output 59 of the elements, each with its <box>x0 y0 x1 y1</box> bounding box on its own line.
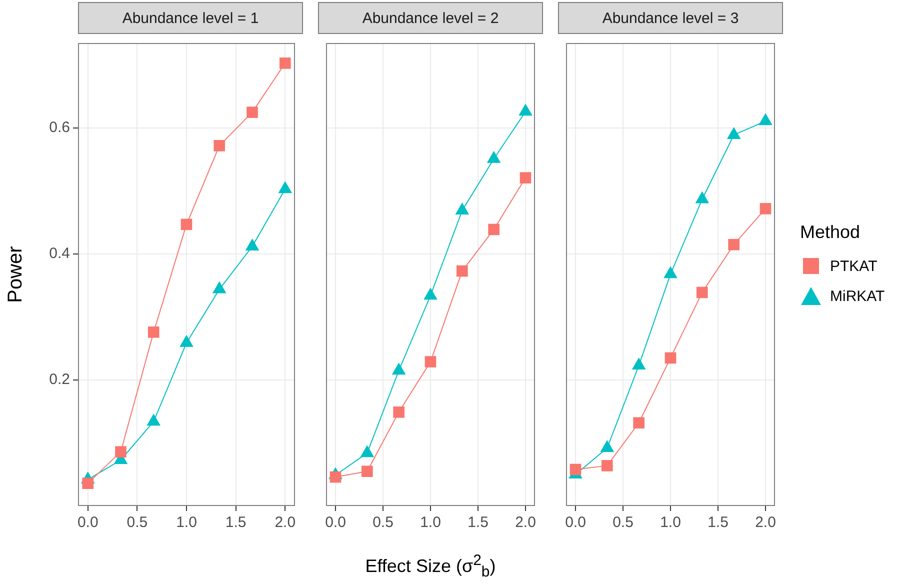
point <box>695 191 710 204</box>
x-tick-label: 2.0 <box>274 514 296 532</box>
point <box>330 471 342 483</box>
y-axis-title: Power <box>4 246 27 303</box>
legend-title: Method <box>800 222 862 243</box>
point <box>180 334 194 347</box>
x-tick-label: 1.0 <box>660 514 681 532</box>
point <box>520 172 532 184</box>
x-tick-label: 0.0 <box>565 514 586 532</box>
point <box>148 326 160 338</box>
point <box>424 288 438 300</box>
y-tick-label: 0.4 <box>49 245 70 262</box>
x-tick-label: 2.0 <box>755 514 776 532</box>
x-tick-label: 0.0 <box>325 514 346 532</box>
x-tick-label: 1.5 <box>708 514 728 532</box>
x-axis-title: Effect Size (σ$^{2}$$_{b}$) <box>365 552 496 581</box>
x-tick-label: 2.0 <box>515 514 536 532</box>
point <box>486 150 501 163</box>
point <box>664 352 676 364</box>
x-tick-label: 1.5 <box>225 514 246 532</box>
point <box>728 238 740 250</box>
point <box>488 224 500 236</box>
x-tick-label: 0.5 <box>126 514 148 532</box>
point <box>146 414 161 426</box>
point <box>632 358 646 370</box>
x-tick-label: 1.5 <box>468 514 488 532</box>
point <box>279 58 291 69</box>
chart-title: Abundance level = 3 <box>558 2 783 34</box>
point <box>570 464 582 476</box>
point <box>726 126 741 139</box>
x-tick-label: 1.0 <box>176 514 197 532</box>
point <box>214 140 226 152</box>
y-tick-label: 0.6 <box>49 119 70 136</box>
point <box>212 281 226 294</box>
point <box>393 406 404 418</box>
x-tick-label: 0.5 <box>612 514 634 532</box>
x-tick-label: 0.5 <box>372 514 394 532</box>
legend-label: MiRKAT <box>830 288 885 304</box>
point <box>424 356 436 368</box>
x-tick-label: 1.0 <box>420 514 441 532</box>
chart-title: Abundance level = 1 <box>78 2 303 34</box>
point <box>392 362 406 375</box>
point <box>245 238 260 250</box>
point <box>518 104 532 116</box>
point <box>278 181 292 194</box>
point <box>455 202 470 215</box>
point <box>456 265 468 277</box>
point <box>664 266 678 278</box>
chart-title: Abundance level = 2 <box>318 2 543 34</box>
legend-label: PTKAT <box>830 258 878 274</box>
point <box>246 106 258 118</box>
point <box>180 218 192 230</box>
y-tick-label: 0.2 <box>49 371 70 388</box>
point <box>602 460 613 472</box>
point <box>696 286 708 298</box>
point <box>633 417 644 429</box>
x-tick-label: 0.0 <box>77 514 98 532</box>
point <box>758 113 772 126</box>
point <box>362 466 373 478</box>
